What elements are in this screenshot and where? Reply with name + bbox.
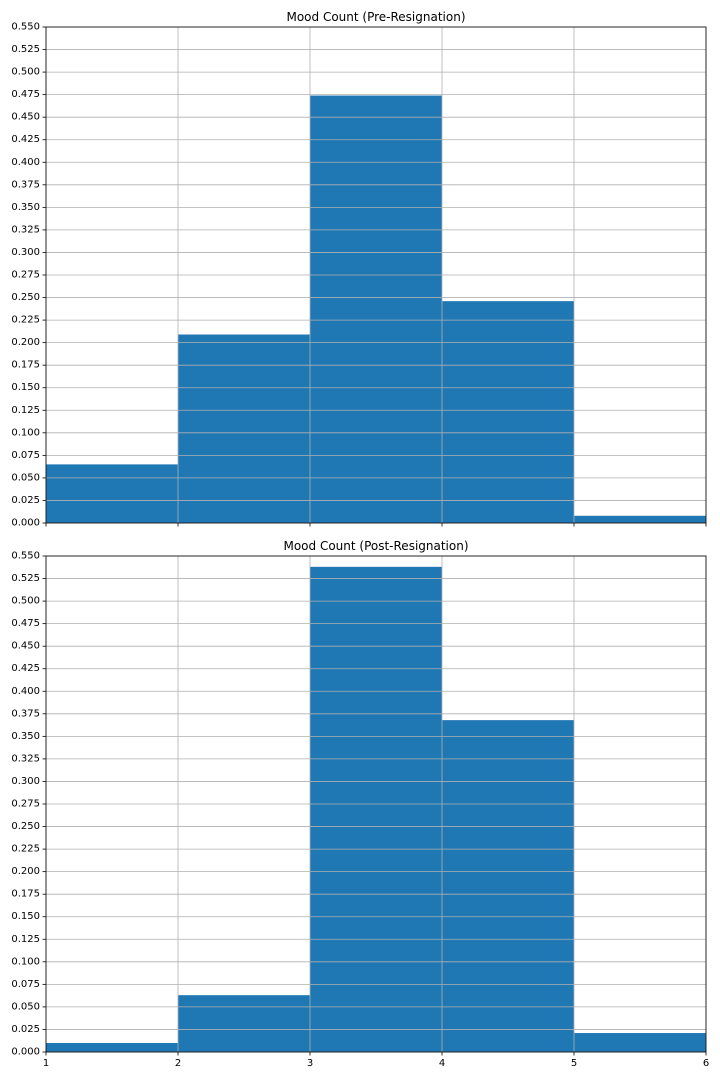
y-tick-label: 0.000	[11, 1047, 40, 1058]
histogram-bar	[442, 301, 574, 523]
y-tick-label: 0.100	[11, 427, 40, 438]
y-tick-label: 0.125	[11, 405, 40, 416]
y-tick-label: 0.450	[11, 112, 40, 123]
y-tick-label: 0.400	[11, 157, 40, 168]
chart-title: Mood Count (Pre-Resignation)	[286, 10, 465, 24]
y-tick-label: 0.175	[11, 360, 40, 371]
histogram-bar	[310, 95, 442, 524]
y-tick-label: 0.375	[11, 708, 40, 719]
y-tick-label: 0.475	[11, 89, 40, 100]
x-tick-label: 3	[307, 1058, 313, 1069]
y-tick-label: 0.125	[11, 934, 40, 945]
y-tick-label: 0.550	[11, 22, 40, 33]
axes-frame	[45, 555, 707, 1053]
y-tick-label: 0.225	[11, 844, 40, 855]
y-tick-label: 0.375	[11, 179, 40, 190]
y-tick-label: 0.075	[11, 979, 40, 990]
y-tick-label: 0.000	[11, 518, 40, 529]
y-tick-label: 0.300	[11, 776, 40, 787]
histogram-bar	[178, 334, 310, 523]
y-tick-label: 0.275	[11, 270, 40, 281]
x-tick-label: 4	[439, 1058, 445, 1069]
histogram-bar	[46, 1042, 178, 1052]
y-tick-label: 0.250	[11, 292, 40, 303]
y-tick-label: 0.425	[11, 134, 40, 145]
y-tick-label: 0.225	[11, 315, 40, 326]
x-tick-label: 6	[703, 1058, 709, 1069]
histogram-bar	[574, 1033, 706, 1052]
y-tick-label: 0.150	[11, 382, 40, 393]
x-tick-label: 2	[175, 1058, 181, 1069]
histogram-bar	[46, 464, 178, 523]
y-tick-label: 0.525	[11, 573, 40, 584]
y-tick-label: 0.500	[11, 596, 40, 607]
y-tick-label: 0.400	[11, 686, 40, 697]
y-tick-label: 0.075	[11, 450, 40, 461]
y-tick-label: 0.450	[11, 641, 40, 652]
chart-title: Mood Count (Post-Resignation)	[283, 539, 468, 553]
histogram-bar	[574, 515, 706, 523]
y-tick-label: 0.250	[11, 821, 40, 832]
histogram-bar	[310, 566, 442, 1052]
y-tick-label: 0.050	[11, 1001, 40, 1012]
y-tick-label: 0.350	[11, 202, 40, 213]
y-tick-label: 0.425	[11, 663, 40, 674]
x-tick-label: 1	[43, 1058, 49, 1069]
y-tick-label: 0.350	[11, 731, 40, 742]
y-tick-label: 0.025	[11, 1024, 40, 1035]
histogram-bar	[442, 720, 574, 1052]
y-tick-label: 0.150	[11, 911, 40, 922]
y-tick-label: 0.525	[11, 44, 40, 55]
y-tick-label: 0.325	[11, 753, 40, 764]
chart-panel-1: 0.000 0.025 0.050 0.075 0.100 0.125 0.150 0.175…	[11, 10, 707, 529]
histogram-bar	[178, 995, 310, 1052]
y-tick-label: 0.175	[11, 889, 40, 900]
y-tick-label: 0.200	[11, 866, 40, 877]
y-tick-label: 0.550	[11, 551, 40, 562]
y-tick-label: 0.050	[11, 472, 40, 483]
x-tick-label: 5	[571, 1058, 577, 1069]
chart-panel-2: 0.000 0.025 0.050 0.075 0.100 0.125 0.150 0.175…	[11, 539, 709, 1069]
y-tick-label: 0.300	[11, 247, 40, 258]
y-tick-label: 0.475	[11, 618, 40, 629]
y-tick-label: 0.500	[11, 67, 40, 78]
axes-frame	[45, 26, 707, 524]
y-tick-label: 0.200	[11, 337, 40, 348]
y-tick-label: 0.100	[11, 956, 40, 967]
y-tick-label: 0.025	[11, 495, 40, 506]
y-tick-label: 0.275	[11, 799, 40, 810]
y-tick-label: 0.325	[11, 224, 40, 235]
